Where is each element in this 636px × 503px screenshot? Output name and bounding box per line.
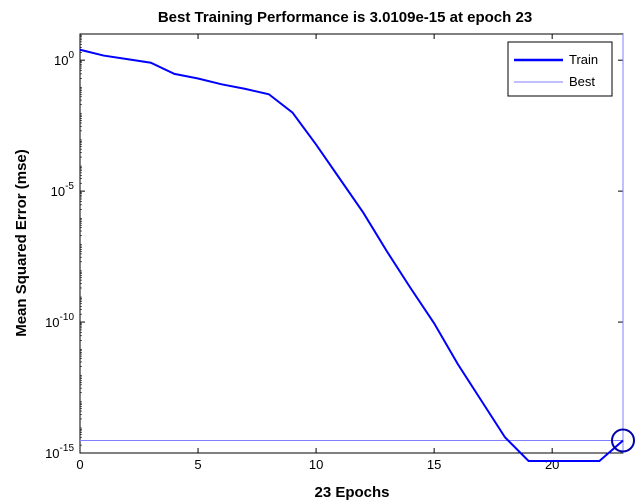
plot-area (79, 33, 624, 454)
y-tick-label: 10-15 (45, 443, 74, 461)
y-tick-base: 10 (51, 184, 65, 199)
x-tick-label: 5 (194, 457, 201, 472)
y-tick-base: 10 (54, 53, 68, 68)
y-tick-label: 10-5 (51, 181, 75, 199)
series-layer (79, 34, 635, 462)
train-line (79, 48, 624, 462)
x-tick-label: 10 (309, 457, 323, 472)
legend-best-label: Best (569, 74, 595, 89)
legend-box (507, 41, 613, 97)
y-tick-exponent: 0 (68, 50, 74, 61)
y-tick-exponent: -5 (65, 181, 74, 192)
y-tick-label: 100 (54, 50, 74, 68)
x-tick-label: 15 (427, 457, 441, 472)
legend-train-label: Train (569, 52, 598, 67)
best-point-marker (611, 428, 635, 453)
y-axis-label: Mean Squared Error (mse) (13, 149, 30, 337)
y-tick-base: 10 (45, 315, 59, 330)
x-tick-label: 0 (76, 457, 83, 472)
y-tick-exponent: -10 (60, 312, 75, 323)
y-tick-label: 10-10 (45, 312, 74, 330)
y-tick-base: 10 (45, 446, 59, 461)
x-axis-label: 23 Epochs (314, 484, 389, 501)
x-tick-label: 20 (545, 457, 559, 472)
chart-title: Best Training Performance is 3.0109e-15 … (158, 9, 532, 26)
legend: Train Best (507, 41, 613, 97)
y-tick-exponent: -15 (60, 443, 75, 454)
